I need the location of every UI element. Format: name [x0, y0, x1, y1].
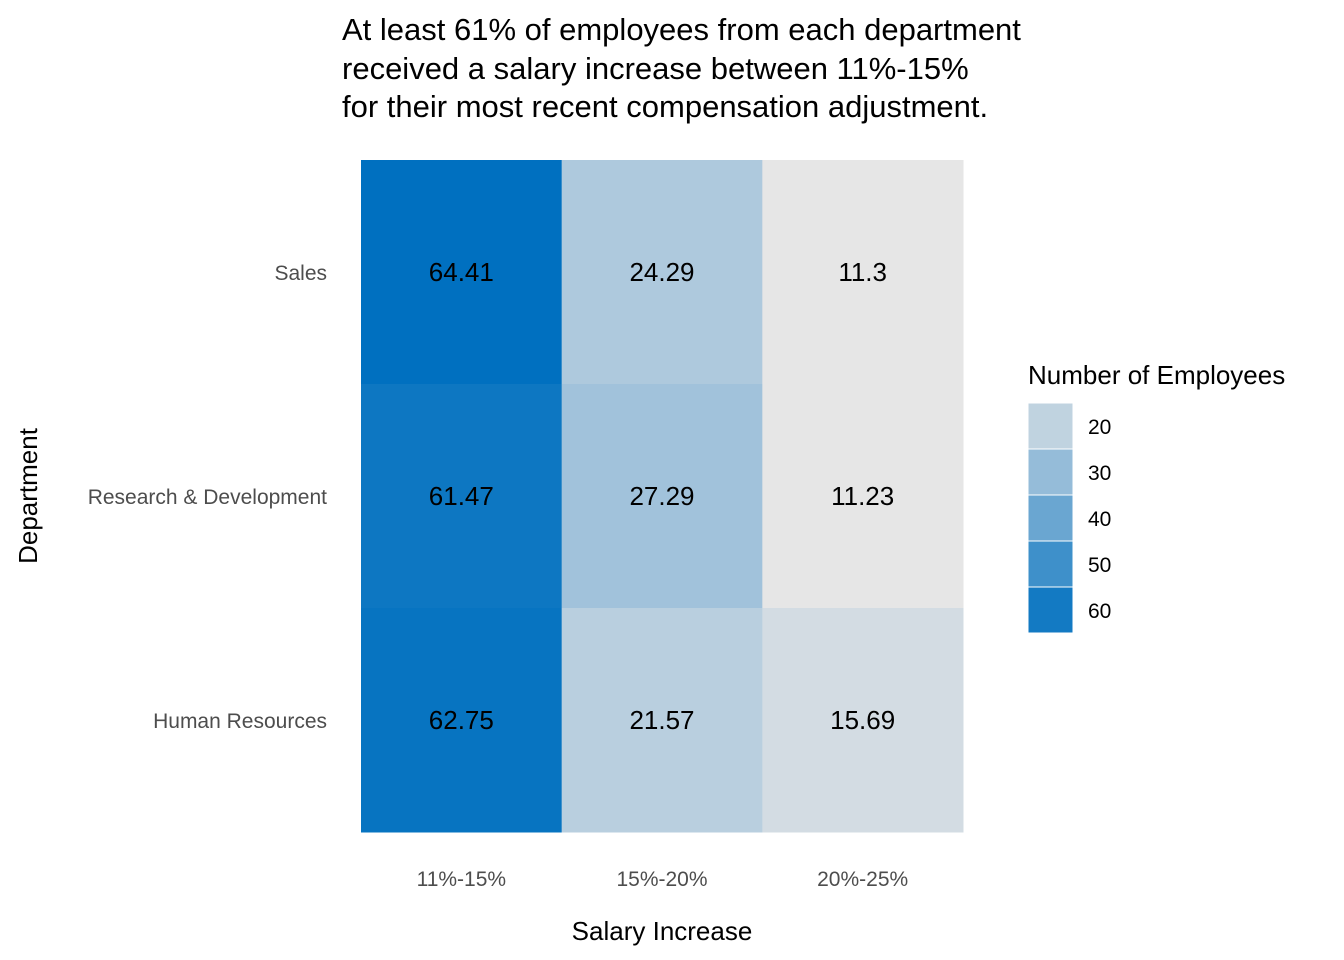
y-axis-title: Department: [13, 427, 43, 564]
heatmap-cell-label: 11.3: [838, 257, 887, 287]
legend-key: [1027, 586, 1074, 634]
chart-title-line-1: At least 61% of employees from each depa…: [342, 12, 1021, 47]
y-axis-ticks: Sales Research & Development Human Resourc…: [88, 262, 327, 733]
x-axis-title: Salary Increase: [572, 916, 753, 946]
heatmap-cell-label: 64.41: [429, 257, 494, 287]
heatmap-cell-label: 62.75: [429, 705, 494, 735]
heatmap-cell: [762, 608, 964, 833]
y-tick-label: Sales: [274, 262, 327, 285]
legend-label: 40: [1088, 508, 1111, 531]
legend-label: 60: [1088, 600, 1111, 623]
legend-key: [1027, 402, 1074, 450]
x-tick-label: 15%-20%: [616, 868, 707, 891]
heatmap-cell: [762, 384, 964, 609]
legend-title: Number of Employees: [1028, 360, 1285, 390]
heatmap-cell: [561, 608, 763, 833]
heatmap-cell-label: 11.23: [831, 481, 894, 511]
chart-title-line-3: for their most recent compensation adjus…: [342, 89, 988, 124]
legend-key: [1027, 494, 1074, 542]
chart-title: At least 61% of employees from each depa…: [342, 12, 1021, 124]
chart-title-line-2: received a salary increase between 11%-1…: [342, 51, 969, 86]
legend-key: [1027, 540, 1074, 588]
heatmap-cell: [361, 160, 563, 385]
heatmap-cell: [561, 384, 763, 609]
y-tick-label: Research & Development: [88, 486, 327, 509]
heatmap-cell-label: 24.29: [629, 257, 694, 287]
heatmap-cell: [762, 160, 964, 385]
legend-key: [1027, 448, 1074, 496]
legend-keys: 20 30 40 50 60: [1027, 402, 1111, 634]
x-tick-label: 20%-25%: [817, 868, 908, 891]
heatmap-cells: [361, 160, 964, 833]
heatmap-cell: [361, 384, 563, 609]
heatmap-cell-label: 21.57: [629, 705, 694, 735]
legend-label: 30: [1088, 462, 1111, 485]
heatmap-cell: [561, 160, 763, 385]
heatmap-cell-labels: 64.41 24.29 11.3 61.47 27.29 11.23 62.75 21.57 1…: [429, 257, 895, 735]
heatmap-cell-label: 61.47: [429, 481, 494, 511]
legend-label: 20: [1088, 416, 1111, 439]
x-axis-ticks: 11%-15% 15%-20% 20%-25%: [417, 868, 909, 891]
legend-label: 50: [1088, 554, 1111, 577]
heatmap-cell-label: 27.29: [629, 481, 694, 511]
x-tick-label: 11%-15%: [417, 868, 507, 891]
legend: Number of Employees 20 30 40 50 60: [1027, 360, 1285, 634]
heatmap-cell: [361, 608, 563, 833]
y-tick-label: Human Resources: [153, 710, 327, 733]
heatmap-cell-label: 15.69: [830, 705, 895, 735]
